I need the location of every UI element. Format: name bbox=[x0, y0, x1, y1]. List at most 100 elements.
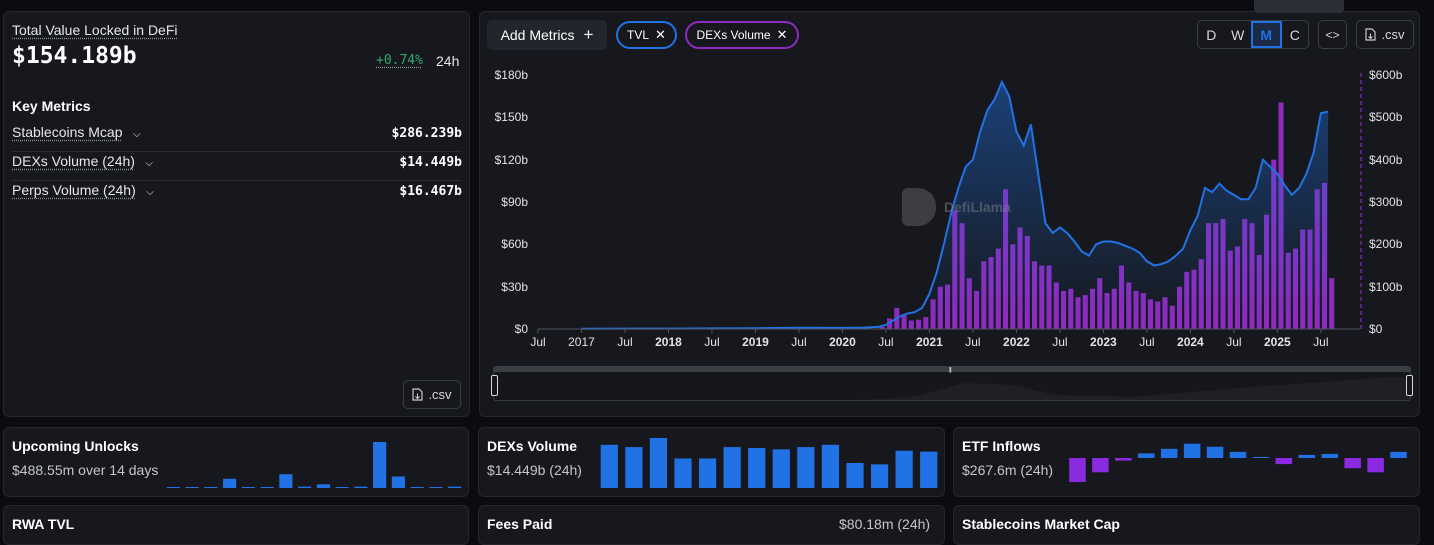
chart-csv-button[interactable]: .csv bbox=[1356, 20, 1414, 49]
unlock-bar bbox=[223, 478, 237, 488]
etf-inflows-card[interactable]: ETF Inflows $267.6m (24h) bbox=[953, 427, 1420, 497]
brush-handle-right[interactable] bbox=[1406, 375, 1413, 396]
dexs-volume-card[interactable]: DEXs Volume $14.449b (24h) bbox=[478, 427, 945, 497]
metric-label: DEXs Volume (24h) bbox=[12, 153, 135, 169]
plus-icon: + bbox=[583, 25, 594, 44]
dex-volume-bar bbox=[895, 450, 913, 488]
chart-csv-label: .csv bbox=[1381, 27, 1405, 42]
period-d-button[interactable]: D bbox=[1206, 26, 1217, 43]
csv-download-button[interactable]: .csv bbox=[403, 380, 461, 409]
x-tick-label: Jul bbox=[1139, 335, 1155, 349]
dex-volume-bar bbox=[821, 444, 840, 488]
unlock-bar bbox=[166, 487, 180, 488]
metric-label: Perps Volume (24h) bbox=[12, 182, 136, 198]
stablecoins-market-cap-card[interactable]: Stablecoins Market Cap bbox=[953, 505, 1420, 545]
tvl-change: +0.74% bbox=[376, 53, 423, 68]
card-value: $14.449b (24h) bbox=[487, 462, 582, 478]
y-right-tick-label: $600b bbox=[1369, 68, 1403, 82]
card-title: Stablecoins Market Cap bbox=[962, 516, 1120, 532]
unlock-bar bbox=[410, 487, 424, 488]
dex-volume-bar bbox=[600, 444, 618, 488]
add-metrics-button[interactable]: Add Metrics + bbox=[487, 20, 607, 50]
dex-volume-bar bbox=[870, 464, 889, 488]
unlock-bar bbox=[279, 474, 293, 488]
etf-flow-bar bbox=[1069, 458, 1086, 482]
chevron-down-icon: ⌵ bbox=[146, 187, 154, 198]
unlock-bar bbox=[204, 487, 218, 488]
card-title: RWA TVL bbox=[12, 516, 75, 532]
rwa-tvl-card[interactable]: RWA TVL bbox=[3, 505, 469, 545]
x-tick-label: 2021 bbox=[916, 335, 943, 349]
code-icon: <> bbox=[1325, 27, 1340, 42]
dex-volume-bar bbox=[846, 463, 864, 488]
etf-flow-bar bbox=[1344, 458, 1361, 469]
period-m-button[interactable]: M bbox=[1251, 21, 1282, 48]
etf-flow-bar bbox=[1321, 453, 1338, 458]
tvl-change-period: 24h bbox=[436, 53, 460, 69]
dex-volume-bar bbox=[649, 438, 668, 488]
x-tick-label: Jul bbox=[1052, 335, 1068, 349]
unlock-bar bbox=[373, 442, 387, 488]
tooltip-stub bbox=[1254, 0, 1344, 13]
period-w-button[interactable]: W bbox=[1231, 26, 1245, 43]
unlock-bar bbox=[391, 476, 405, 488]
unlock-bar bbox=[260, 487, 274, 488]
y-right-tick-label: $500b bbox=[1369, 110, 1403, 125]
x-tick-label: Jul bbox=[617, 335, 633, 349]
dexs-volume-sparkbars bbox=[600, 438, 938, 488]
embed-button[interactable]: <> bbox=[1318, 20, 1347, 49]
y-left-tick-label: $90b bbox=[501, 195, 528, 209]
dex-volume-bar bbox=[723, 447, 741, 488]
file-icon bbox=[1365, 28, 1377, 41]
dex-volume-bar bbox=[772, 449, 790, 488]
dex-volume-bar bbox=[920, 451, 938, 488]
metric-row[interactable]: Perps Volume (24h) ⌵ $16.467b bbox=[12, 182, 462, 210]
dex-volume-bar bbox=[625, 447, 643, 488]
y-right-tick-label: $300b bbox=[1369, 195, 1403, 209]
x-tick-label: 2025 bbox=[1264, 335, 1291, 349]
upcoming-unlocks-card[interactable]: Upcoming Unlocks $488.55m over 14 days bbox=[3, 427, 469, 497]
metric-label: Stablecoins Mcap bbox=[12, 124, 123, 140]
dex-volume-bar bbox=[797, 447, 815, 488]
unlock-bar bbox=[185, 487, 199, 488]
etf-flow-bar bbox=[1275, 458, 1293, 465]
grip-icon[interactable]: ||| bbox=[949, 367, 952, 373]
y-left-tick-label: $30b bbox=[501, 279, 528, 294]
card-title: ETF Inflows bbox=[962, 438, 1041, 454]
x-tick-label: Jul bbox=[530, 335, 546, 349]
x-tick-label: 2020 bbox=[829, 335, 856, 349]
metric-row[interactable]: Stablecoins Mcap ⌵ $286.239b bbox=[12, 124, 462, 152]
brush-selection[interactable] bbox=[494, 367, 1410, 372]
dexs-volume-chip-label: DEXs Volume bbox=[696, 28, 771, 42]
etf-flow-bar bbox=[1183, 443, 1201, 458]
dexs-volume-chip[interactable]: DEXs Volume ✕ bbox=[685, 21, 799, 49]
unlocks-sparkbars bbox=[166, 442, 462, 488]
x-tick-label: 2023 bbox=[1090, 335, 1117, 349]
metric-value: $14.449b bbox=[399, 155, 462, 170]
x-tick-label: Jul bbox=[1226, 335, 1242, 349]
tvl-chip[interactable]: TVL ✕ bbox=[616, 21, 677, 49]
x-tick-label: 2019 bbox=[742, 335, 769, 349]
unlock-bar bbox=[448, 486, 462, 488]
metric-row[interactable]: DEXs Volume (24h) ⌵ $14.449b bbox=[12, 153, 462, 181]
brush-handle-left[interactable] bbox=[491, 375, 498, 396]
range-brush[interactable]: ||| bbox=[493, 366, 1411, 401]
x-tick-label: Jul bbox=[791, 335, 807, 349]
period-selector: D W M C bbox=[1197, 20, 1309, 49]
y-right-tick-label: $400b bbox=[1369, 152, 1403, 167]
close-icon[interactable]: ✕ bbox=[776, 27, 788, 42]
card-title: DEXs Volume bbox=[487, 438, 577, 454]
dex-volume-bar bbox=[748, 448, 766, 488]
etf-flow-bar bbox=[1160, 448, 1178, 458]
unlock-bar bbox=[241, 487, 255, 488]
tvl-title[interactable]: Total Value Locked in DeFi bbox=[12, 22, 178, 38]
unlock-bar bbox=[316, 484, 330, 488]
card-value: $267.6m (24h) bbox=[962, 462, 1054, 478]
period-c-button[interactable]: C bbox=[1289, 26, 1300, 43]
etf-flow-bar bbox=[1092, 458, 1109, 473]
etf-flow-bar bbox=[1390, 451, 1407, 458]
unlock-bar bbox=[298, 486, 312, 488]
close-icon[interactable]: ✕ bbox=[655, 27, 666, 42]
fees-paid-card[interactable]: Fees Paid $80.18m (24h) bbox=[478, 505, 945, 545]
unlock-bar bbox=[354, 486, 368, 488]
